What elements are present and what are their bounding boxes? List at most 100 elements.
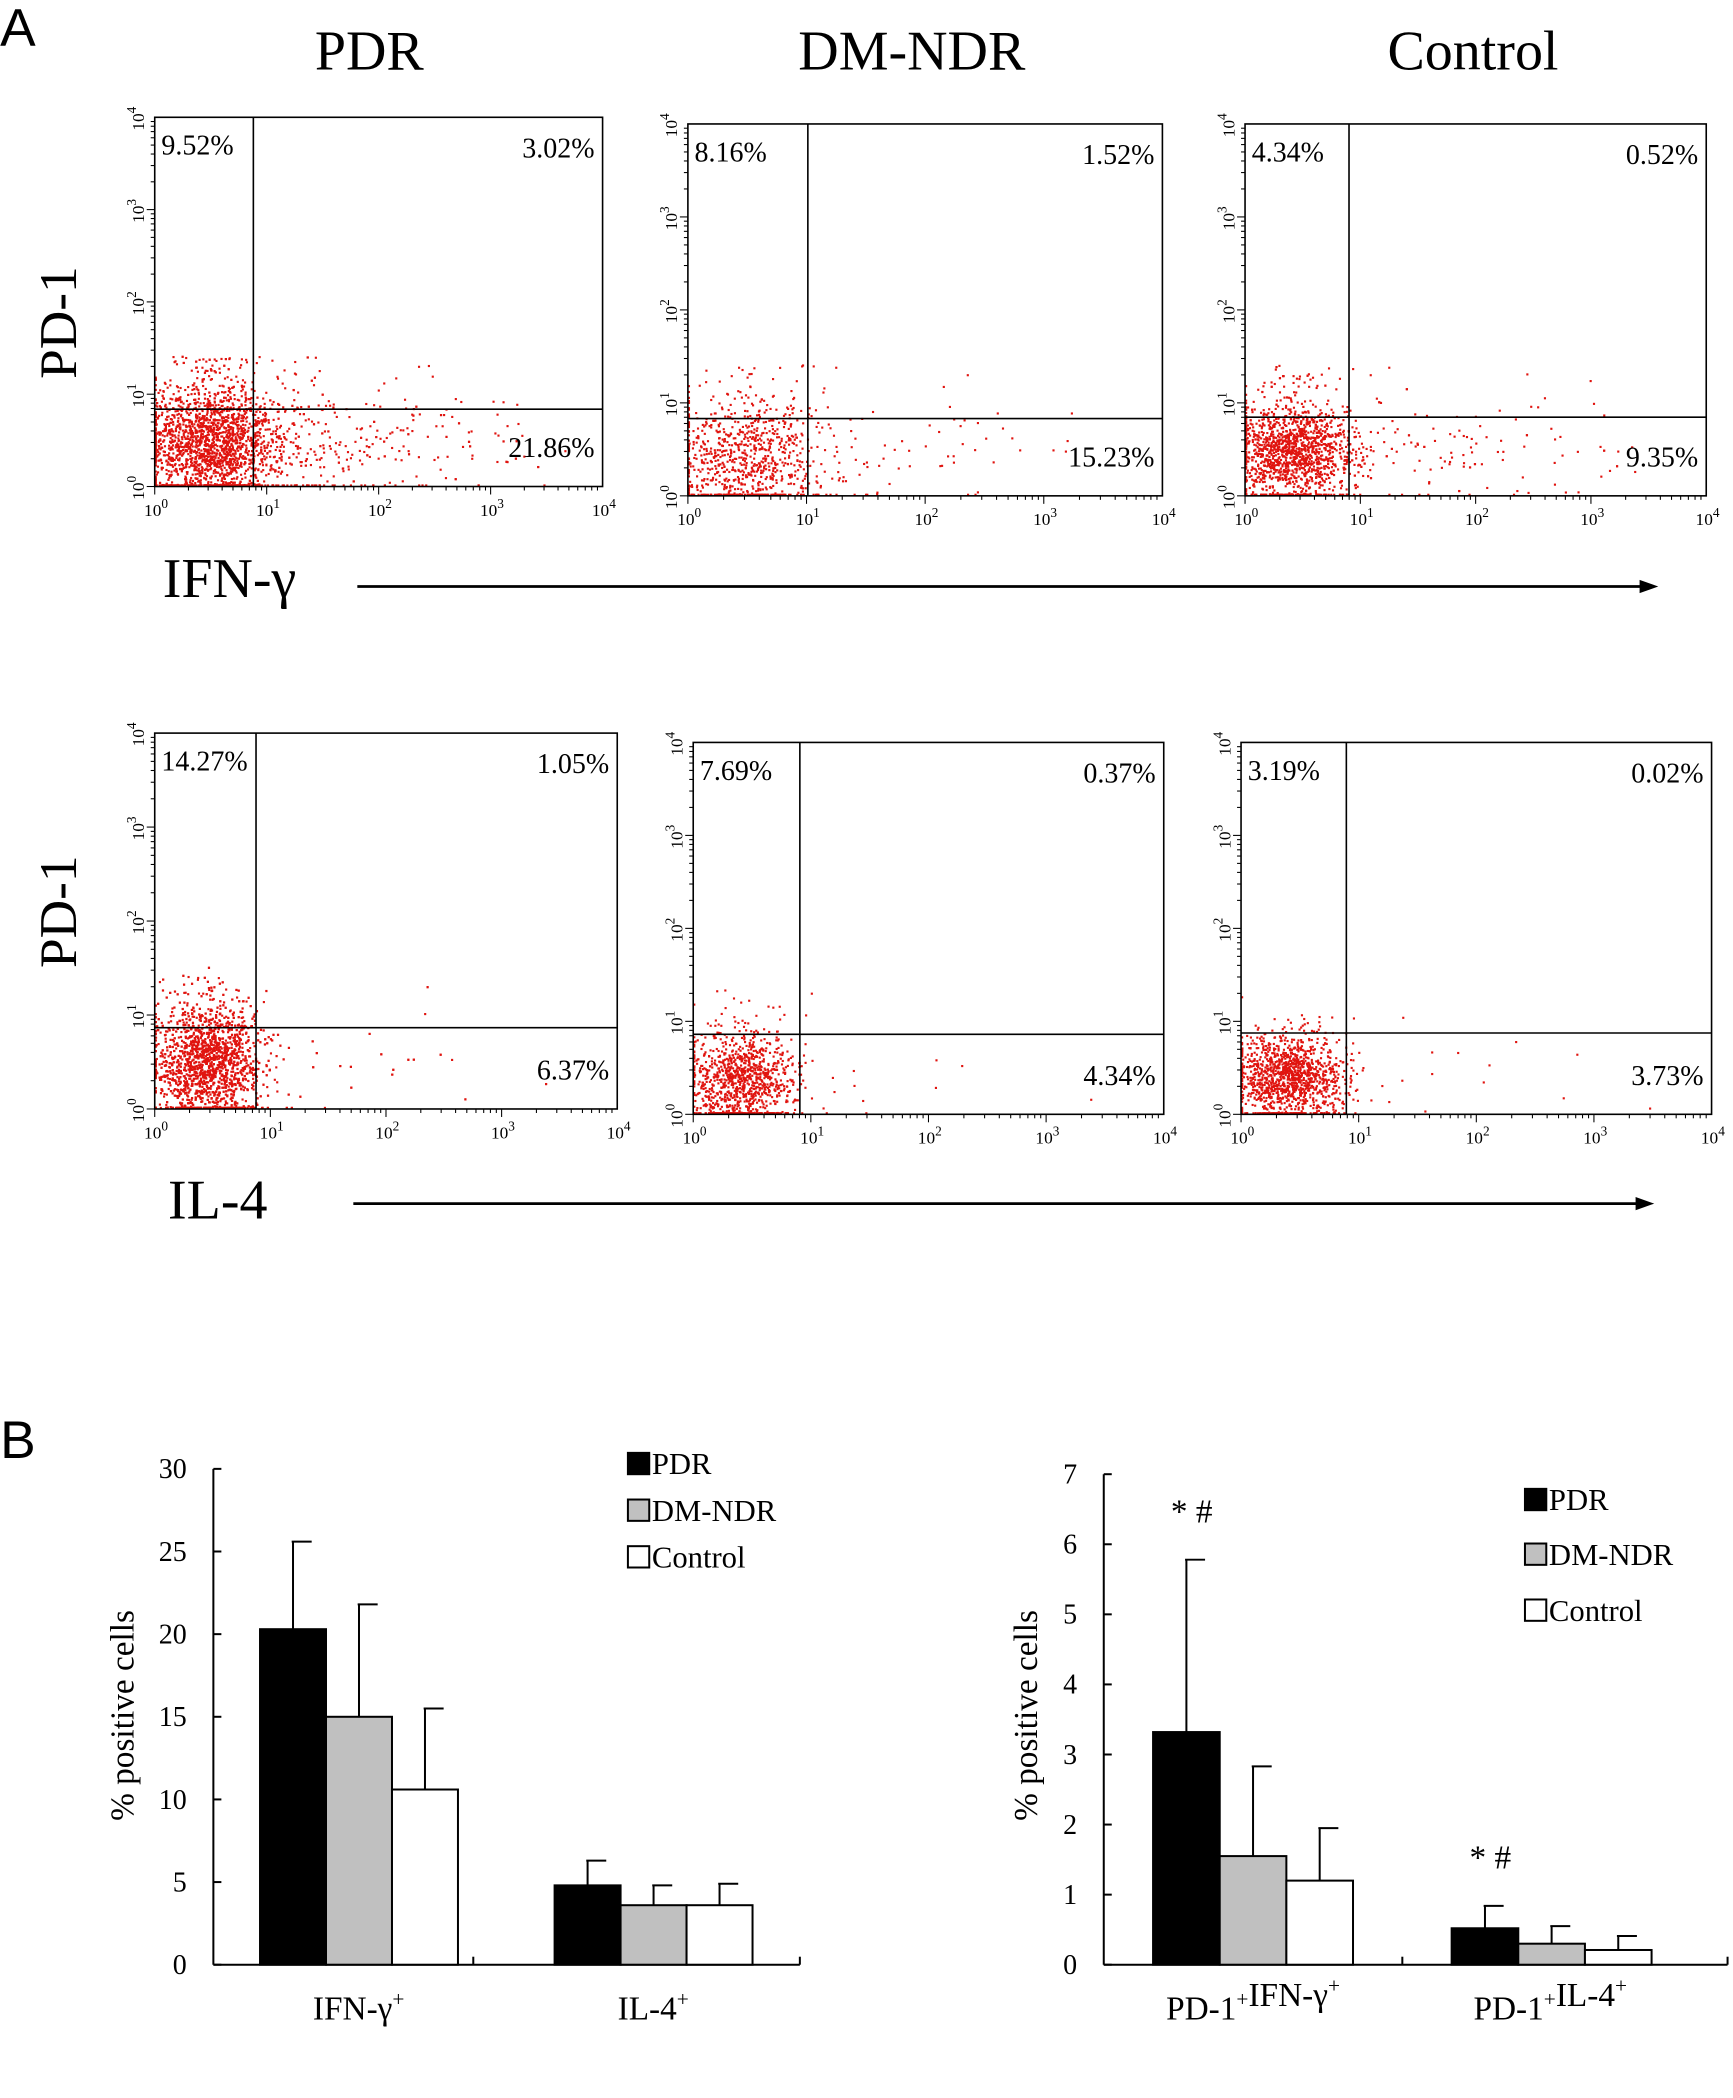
scatter-point [360, 484, 363, 487]
scatter-point [721, 454, 724, 457]
scatter-point [762, 431, 765, 434]
scatter-point [1369, 445, 1372, 448]
scatter-point [200, 472, 203, 475]
scatter-point [300, 464, 303, 467]
scatter-point [297, 435, 300, 438]
scatter-point [154, 477, 157, 480]
scatter-point [219, 459, 223, 463]
scatter-point [194, 413, 198, 416]
scatter-point [928, 424, 931, 427]
scatter-point [783, 444, 786, 447]
scatter-point [161, 394, 164, 397]
scatter-point [189, 450, 192, 453]
scatter-point [224, 446, 228, 450]
scatter-point [207, 433, 211, 436]
scatter-point [154, 427, 157, 430]
y-tick-label: 100 [124, 476, 148, 500]
scatter-point [750, 470, 753, 473]
scatter-point [228, 465, 231, 468]
scatter-point [184, 448, 187, 452]
scatter-point [1339, 493, 1342, 496]
scatter-point [1285, 414, 1288, 418]
scatter-point [725, 477, 728, 480]
scatter-point [1289, 428, 1292, 431]
scatter-point [240, 404, 243, 407]
scatter-point [883, 444, 886, 447]
scatter-point [179, 442, 182, 445]
scatter-point [454, 398, 457, 401]
scatter-point [401, 480, 404, 483]
scatter-point [713, 493, 716, 496]
scatter-point [216, 419, 219, 422]
scatter-point [768, 419, 771, 422]
scatter-point [223, 419, 226, 422]
scatter-point [751, 493, 755, 496]
scatter-point [700, 479, 704, 482]
scatter-point [787, 493, 791, 496]
scatter-point [231, 445, 234, 448]
scatter-point [871, 410, 875, 414]
scatter-point [1290, 400, 1293, 403]
scatter-point [1333, 447, 1336, 451]
scatter-point [1280, 427, 1283, 430]
scatter-point [802, 422, 805, 425]
scatter-point [199, 422, 202, 425]
scatter-point [176, 443, 180, 446]
scatter-point [769, 477, 772, 480]
scatter-point [771, 432, 774, 435]
scatter-point [169, 475, 172, 478]
scatter-point [227, 482, 230, 485]
scatter-point [1395, 450, 1398, 453]
scatter-point [274, 448, 277, 452]
scatter-point [249, 475, 253, 478]
scatter-point [1271, 449, 1274, 452]
scatter-point [253, 468, 257, 471]
scatter-point [1379, 401, 1383, 405]
scatter-point [257, 416, 260, 420]
scatter-point [205, 457, 208, 460]
scatter-point [186, 484, 189, 487]
scatter-point [782, 419, 785, 422]
scatter-point [924, 445, 927, 448]
scatter-point [1273, 465, 1276, 468]
column-title-pdr: PDR [315, 20, 425, 82]
scatter-point [231, 463, 235, 466]
scatter-point [769, 419, 773, 422]
scatter-point [202, 458, 205, 462]
scatter-point [226, 444, 229, 447]
scatter-point [761, 432, 764, 435]
scatter-point [1308, 479, 1311, 482]
scatter-point [169, 397, 172, 400]
scatter-point [1279, 399, 1282, 402]
scatter-point [704, 458, 707, 461]
scatter-point [771, 419, 774, 422]
scatter-point [1362, 474, 1365, 478]
scatter-point [174, 462, 177, 466]
scatter-point [215, 454, 218, 457]
scatter-point [1001, 427, 1005, 430]
scatter-point [202, 453, 205, 456]
scatter-point [197, 463, 200, 466]
scatter-point [725, 493, 728, 496]
scatter-point [215, 425, 218, 429]
scatter-point [1277, 479, 1280, 482]
scatter-point [1270, 464, 1273, 467]
scatter-point [788, 414, 791, 417]
scatter-point [1269, 474, 1272, 477]
scatter-point [687, 468, 691, 472]
scatter-point [203, 440, 207, 443]
scatter-point [687, 487, 691, 490]
scatter-point [191, 388, 194, 391]
scatter-point [1282, 427, 1285, 430]
scatter-point [278, 457, 281, 460]
scatter-point [699, 470, 702, 473]
scatter-point [1327, 367, 1331, 370]
scatter-point [233, 398, 236, 401]
scatter-point [953, 418, 956, 421]
scatter-point [1257, 464, 1260, 468]
scatter-point [778, 493, 782, 496]
scatter-point [258, 484, 261, 487]
scatter-point [181, 438, 184, 441]
scatter-point [214, 483, 217, 486]
scatter-point [750, 474, 753, 477]
